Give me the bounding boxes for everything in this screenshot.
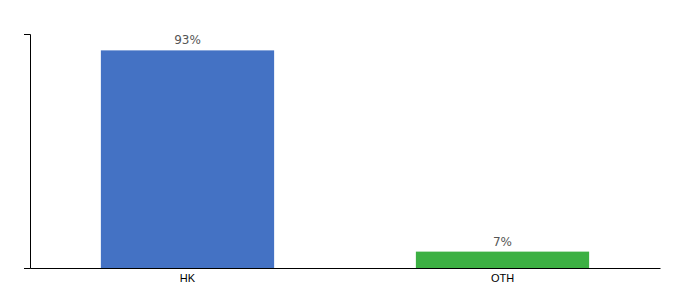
x-axis: HK OTH <box>31 268 661 284</box>
x-tick-label: OTH <box>491 272 514 284</box>
plot: HK OTH 93% 7% <box>24 33 661 283</box>
data-labels: 93% 7% <box>174 33 512 248</box>
x-tick: OTH <box>491 268 514 284</box>
bar <box>416 252 589 268</box>
y-axis <box>24 35 31 269</box>
x-axis-line <box>31 268 661 269</box>
bar <box>101 50 274 268</box>
x-tick-label: HK <box>180 272 196 284</box>
data-label: 7% <box>493 235 512 249</box>
bars <box>101 50 589 268</box>
y-axis-line <box>24 35 31 269</box>
x-tick: HK <box>180 268 196 284</box>
chart: HK OTH 93% 7% <box>0 0 680 300</box>
data-label: 93% <box>174 33 201 47</box>
